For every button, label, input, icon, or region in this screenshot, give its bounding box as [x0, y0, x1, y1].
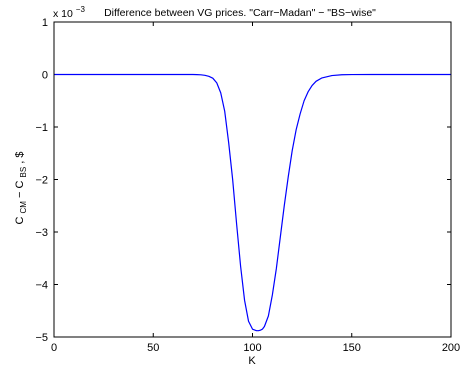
- y-tick-label: 1: [42, 17, 48, 29]
- x-tick-label: 50: [147, 342, 159, 354]
- chart-title: Difference between VG prices. "Carr−Mada…: [104, 7, 376, 19]
- series-line: [54, 73, 451, 332]
- y-tick-label: −3: [35, 227, 48, 239]
- y-tick-label: −5: [35, 332, 48, 344]
- y-axis-label: C CM − C BS , $: [14, 152, 29, 225]
- y-label-main: C: [14, 217, 26, 225]
- y-multiplier: x 10 −3: [53, 5, 85, 20]
- y-tick-label: −4: [35, 280, 48, 292]
- x-tick-label: 0: [51, 342, 57, 354]
- plot-frame: [53, 21, 452, 338]
- y-multiplier-base: x 10: [53, 8, 73, 20]
- y-label-mid: − C: [14, 180, 26, 197]
- y-label-tail: , $: [14, 152, 26, 164]
- y-tick-label: −2: [35, 175, 48, 187]
- plot-layer: [54, 73, 451, 332]
- y-tick-label: 0: [42, 70, 48, 82]
- x-tick-label: 100: [243, 342, 261, 354]
- y-label-sub1: CM: [19, 201, 28, 214]
- ticks-layer: 0 50 100 150 200 −5 −4 −3 −2 −1 0 1: [35, 17, 460, 354]
- x-axis-label: K: [248, 355, 256, 367]
- x-tick-label: 150: [343, 342, 361, 354]
- y-label-sub2: BS: [19, 167, 28, 178]
- x-tick-label: 200: [442, 342, 460, 354]
- y-multiplier-exponent: −3: [76, 5, 86, 14]
- y-tick-label: −1: [35, 122, 48, 134]
